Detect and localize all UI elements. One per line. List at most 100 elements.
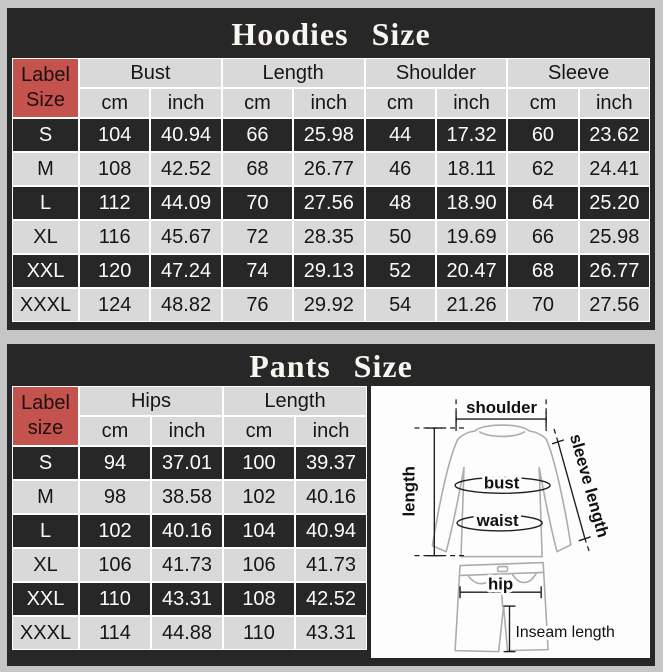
hoodies-value-cell: 62 [507,152,579,186]
pants-unit-header-cm: cm [79,416,151,446]
pants-column-group-length: Length [223,386,367,416]
hoodies-value-cell: 21.26 [435,288,508,322]
hoodies-size-table: Label Size Bust Length Shoulder Sleeve cm inch c… [12,58,650,322]
hoodies-header-row-units: cm inch cm inch cm inch cm inch [12,88,650,118]
pants-header-row-units: cm inch cm inch [12,416,367,446]
hoodies-value-cell: 120 [79,254,151,288]
hip-label: hip [488,574,513,593]
inseam-length-label: Inseam length [515,624,614,641]
hoodies-size-row-s: S 104 40.94 66 25.98 44 17.32 60 23.62 [12,118,650,152]
pants-value-cell: 38.58 [151,480,223,514]
hoodies-unit-header-inch: inch [293,88,365,118]
hoodies-table-area: Label Size Bust Length Shoulder Sleeve cm inch c… [7,58,655,322]
hoodies-value-cell: 19.69 [435,220,508,254]
hoodies-label-line1: Label [21,64,70,86]
hoodies-value-cell: 25.98 [293,118,365,152]
pants-size-row-m: M 98 38.58 102 40.16 [12,480,367,514]
hoodies-value-cell: 66 [221,118,294,152]
pants-value-cell: 40.16 [295,480,367,514]
hoodies-value-cell: 74 [221,254,294,288]
hoodies-value-cell: 18.90 [435,186,508,220]
hoodies-value-cell: 26.77 [578,254,650,288]
hoodies-value-cell: 40.94 [150,118,222,152]
pants-value-cell: 102 [223,480,295,514]
hoodies-value-cell: 48.82 [150,288,222,322]
hoodies-value-cell: 18.11 [435,152,508,186]
hoodies-value-cell: 50 [364,220,436,254]
hoodies-value-cell: 23.62 [578,118,650,152]
hoodies-size-cell: XXXL [12,288,79,322]
pants-size-row-xl: XL 106 41.73 106 41.73 [12,548,367,582]
hoodies-value-cell: 29.13 [293,254,365,288]
pants-value-cell: 39.37 [295,446,367,480]
pants-value-cell: 43.31 [295,616,367,650]
hoodies-unit-header-cm: cm [79,88,151,118]
hoodies-value-cell: 116 [79,220,151,254]
pants-value-cell: 108 [223,582,295,616]
hoodies-value-cell: 26.77 [293,152,365,186]
hoodies-size-row-xxxl: XXXL 124 48.82 76 29.92 54 21.26 70 27.56 [12,288,650,322]
waist-label: waist [476,511,519,530]
hoodies-column-group-sleeve: Sleeve [507,58,650,88]
hoodies-value-cell: 25.98 [578,220,650,254]
hoodies-header-row-groups: Label Size Bust Length Shoulder Sleeve [12,58,650,118]
hoodies-value-cell: 44.09 [150,186,222,220]
hoodies-label-line2: Size [26,89,65,111]
pants-value-cell: 41.73 [151,548,223,582]
hoodies-value-cell: 24.41 [578,152,650,186]
hoodies-size-cell: M [12,152,79,186]
hoodies-size-cell: XXL [12,254,79,288]
pants-value-cell: 104 [223,514,295,548]
hoodies-value-cell: 112 [79,186,151,220]
pants-size-cell: XXXL [12,616,79,650]
pants-size-row-s: S 94 37.01 100 39.37 [12,446,367,480]
hoodies-size-cell: XL [12,220,79,254]
hoodies-value-cell: 46 [364,152,436,186]
shorts-outline [454,561,549,653]
pants-unit-header-cm: cm [223,416,295,446]
pants-panel: Pants Size Label size Hips Length cm inch cm in… [7,344,655,666]
hoodies-value-cell: 45.67 [150,220,222,254]
waist-measure: waist [456,508,543,533]
hoodies-size-row-m: M 108 42.52 68 26.77 46 18.11 62 24.41 [12,152,650,186]
hoodies-unit-header-cm: cm [507,88,579,118]
pants-label-line2: size [27,417,64,439]
hoodies-value-cell: 76 [221,288,294,322]
pants-table-area: Label size Hips Length cm inch cm inch S 94 37.01 1… [12,386,367,658]
hoodies-value-cell: 70 [221,186,294,220]
shoulder-measure: shoulder [455,395,547,434]
hoodies-value-cell: 42.52 [150,152,222,186]
pants-value-cell: 37.01 [151,446,223,480]
hoodies-value-cell: 72 [221,220,294,254]
pants-value-cell: 106 [79,548,151,582]
length-measure: length [397,427,468,557]
hoodies-size-cell: S [12,118,79,152]
shirt-outline [431,424,572,558]
pants-size-cell: XL [12,548,79,582]
hip-measure: hip [459,571,542,599]
hoodies-size-row-xxl: XXL 120 47.24 74 29.13 52 20.47 68 26.77 [12,254,650,288]
length-label: length [400,466,419,516]
pants-size-row-xxxl: XXXL 114 44.88 110 43.31 [12,616,367,650]
pants-title: Pants Size [249,348,413,384]
hoodies-column-group-shoulder: Shoulder [364,58,508,88]
hoodies-value-cell: 48 [364,186,436,220]
hoodies-label-size-header: Label Size [12,58,79,118]
measurement-diagram: shoulder length bust [371,386,650,658]
pants-value-cell: 42.52 [295,582,367,616]
pants-value-cell: 40.16 [151,514,223,548]
hoodies-size-cell: L [12,186,79,220]
hoodies-value-cell: 44 [364,118,436,152]
hoodies-value-cell: 28.35 [293,220,365,254]
hoodies-value-cell: 60 [507,118,579,152]
hoodies-value-cell: 70 [507,288,579,322]
hoodies-column-group-bust: Bust [79,58,222,88]
hoodies-value-cell: 64 [507,186,579,220]
hoodies-unit-header-inch: inch [578,88,650,118]
hoodies-size-row-xl: XL 116 45.67 72 28.35 50 19.69 66 25.98 [12,220,650,254]
hoodies-value-cell: 20.47 [435,254,508,288]
hoodies-value-cell: 124 [79,288,151,322]
hoodies-column-group-length: Length [221,58,365,88]
inseam-measure: Inseam length [503,605,618,653]
hoodies-value-cell: 29.92 [293,288,365,322]
